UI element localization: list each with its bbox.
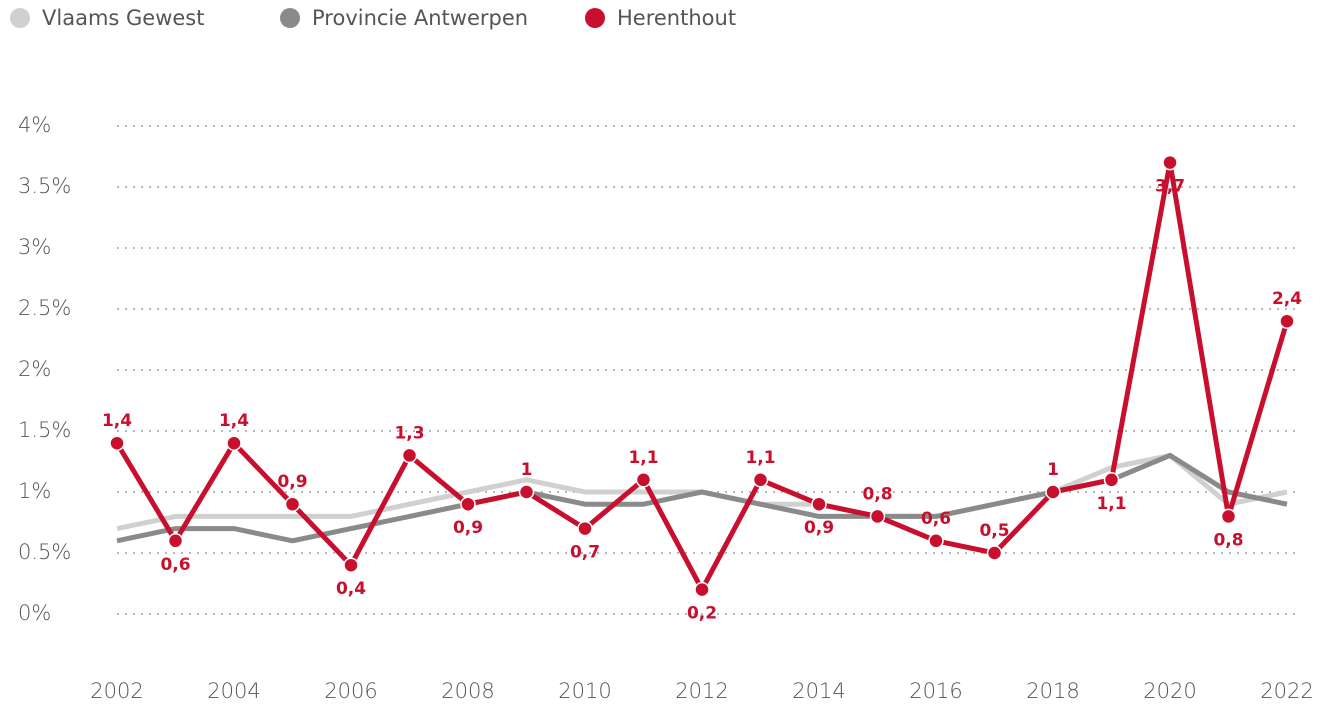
y-tick-label: 1.5% <box>18 418 71 442</box>
data-label: 0,6 <box>921 509 951 529</box>
data-label: 1 <box>1047 460 1059 480</box>
data-point <box>226 435 242 451</box>
data-point <box>811 496 827 512</box>
series-line <box>114 160 1290 593</box>
data-label: 2,4 <box>1272 289 1302 309</box>
data-point <box>167 533 184 549</box>
y-tick-label: 0% <box>18 601 51 625</box>
data-point <box>401 447 418 464</box>
x-tick-label: 2008 <box>441 679 494 703</box>
data-label: 0,9 <box>453 518 483 538</box>
data-label: 0,8 <box>1213 530 1243 550</box>
data-point <box>752 472 769 488</box>
data-label: 0,8 <box>862 484 892 504</box>
data-label: 1 <box>521 460 533 480</box>
x-tick-label: 2014 <box>792 679 845 703</box>
data-label: 1,1 <box>628 448 658 468</box>
data-label: 0,2 <box>687 604 717 624</box>
data-label: 1,4 <box>102 411 132 431</box>
data-point <box>928 533 944 549</box>
data-point <box>635 472 652 488</box>
x-tick-label: 2022 <box>1260 679 1313 703</box>
legend-label: Herenthout <box>617 6 736 30</box>
x-tick-label: 2010 <box>558 679 611 703</box>
y-tick-label: 1% <box>18 479 51 503</box>
data-label: 1,1 <box>745 448 775 468</box>
y-tick-label: 4% <box>18 113 51 137</box>
data-label: 1,3 <box>394 423 424 443</box>
data-point <box>694 581 710 598</box>
data-point <box>577 520 593 537</box>
y-tick-label: 2% <box>18 357 51 381</box>
x-tick-label: 2020 <box>1143 679 1196 703</box>
legend-label: Provincie Antwerpen <box>312 6 528 30</box>
data-point <box>518 484 535 500</box>
legend-marker <box>280 8 300 28</box>
legend-marker <box>585 8 605 28</box>
x-tick-label: 2018 <box>1026 679 1079 703</box>
data-label: 0,9 <box>277 472 307 492</box>
legend-marker <box>10 8 30 28</box>
y-tick-label: 0.5% <box>18 540 71 564</box>
data-point <box>460 496 476 512</box>
x-tick-label: 2004 <box>207 679 260 703</box>
y-tick-label: 3.5% <box>18 174 71 198</box>
data-point <box>986 545 1003 561</box>
y-tick-label: 3% <box>18 235 51 259</box>
data-label: 3,7 <box>1155 177 1185 197</box>
data-label: 0,6 <box>160 555 190 575</box>
data-label: 0,4 <box>336 579 366 599</box>
y-tick-label: 2.5% <box>18 296 71 320</box>
data-point <box>1103 472 1120 488</box>
data-point <box>1045 484 1061 500</box>
x-tick-label: 2012 <box>675 679 728 703</box>
data-label: 0,9 <box>804 518 834 538</box>
data-label: 1,1 <box>1096 494 1126 514</box>
data-label: 0,7 <box>570 543 600 563</box>
data-point <box>284 496 301 512</box>
x-tick-label: 2006 <box>324 679 377 703</box>
data-point <box>869 508 886 525</box>
x-tick-label: 2016 <box>909 679 962 703</box>
data-point <box>1279 313 1295 329</box>
data-point <box>1162 154 1178 171</box>
data-point <box>1220 508 1237 525</box>
legend-label: Vlaams Gewest <box>42 6 204 30</box>
data-label: 1,4 <box>219 411 249 431</box>
data-label: 0,5 <box>979 521 1009 541</box>
data-point <box>109 435 125 451</box>
data-point <box>343 557 359 573</box>
x-tick-label: 2002 <box>90 679 143 703</box>
